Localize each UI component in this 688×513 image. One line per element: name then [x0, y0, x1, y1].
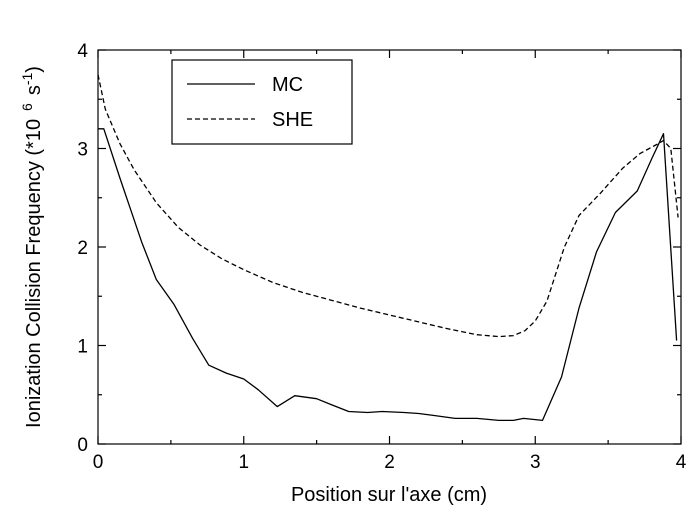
svg-text:Ionization Collision Frequency: Ionization Collision Frequency (*10 6 s-1)	[19, 66, 45, 428]
y-axis-title-exponent: 6	[19, 103, 35, 111]
legend-she-label: SHE	[272, 109, 313, 131]
x-axis-title: Position sur l'axe (cm)	[291, 484, 487, 506]
y-axis-title-unit: s	[23, 85, 45, 95]
x-tick-label: 1	[238, 452, 249, 473]
series-she-line	[97, 74, 679, 338]
y-tick-label: 3	[77, 140, 88, 161]
legend-box	[171, 59, 353, 145]
y-axis-title-main: Ionization Collision Frequency (*10	[23, 119, 45, 428]
series-layer	[97, 74, 679, 422]
axis-ticks	[97, 49, 682, 445]
y-axis-title-unit-exponent: -1	[19, 72, 35, 85]
y-tick-label: 4	[77, 41, 88, 62]
x-tick-label: 3	[530, 452, 541, 473]
y-axis-title: Ionization Collision Frequency (*10 6 s-1)	[19, 66, 45, 428]
y-axis-title-close: )	[23, 66, 45, 73]
y-tick-label: 1	[77, 337, 88, 358]
legend: MC SHE	[171, 59, 353, 145]
tick-labels: 0 1 2 3 4 0 1 2 3 4	[77, 41, 686, 473]
x-tick-label: 2	[384, 452, 395, 473]
x-tick-label: 0	[93, 452, 104, 473]
y-tick-label: 0	[77, 435, 88, 456]
series-mc-line	[98, 128, 678, 422]
y-tick-label: 2	[77, 238, 88, 259]
legend-mc-label: MC	[272, 74, 303, 96]
x-tick-label: 4	[676, 452, 687, 473]
